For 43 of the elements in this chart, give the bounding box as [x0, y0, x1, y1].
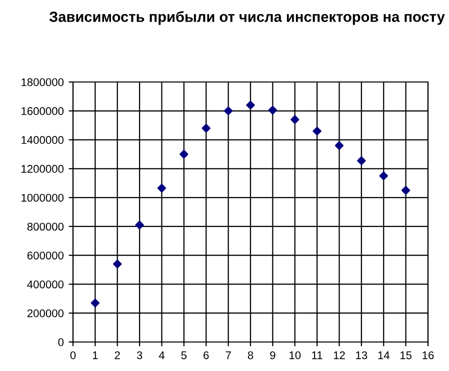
point: [113, 260, 122, 268]
point: [246, 100, 255, 110]
point: [290, 115, 300, 124]
point: [202, 124, 210, 133]
y-tick-label: 1000000: [22, 194, 64, 202]
point: [334, 141, 344, 150]
point: [90, 298, 100, 308]
x-tick-label: 7: [226, 351, 231, 360]
x-tick-label: 15: [400, 351, 412, 360]
x-tick-label: 9: [270, 351, 276, 360]
y-tick-label: 600000: [27, 252, 64, 260]
y-tick-label: 400000: [27, 280, 64, 288]
x-tick-label: 3: [136, 351, 142, 360]
x-tick-label: 2: [114, 351, 120, 360]
point: [268, 106, 278, 115]
x-tick-label: 14: [378, 351, 390, 360]
point: [401, 186, 410, 195]
y-tick-label: 1200000: [22, 164, 64, 173]
x-tick-label: 6: [204, 351, 209, 360]
x-tick-label: 12: [334, 351, 345, 360]
point: [180, 150, 188, 159]
point: [379, 172, 388, 180]
x-tick-label: 10: [290, 351, 301, 360]
y-tick-label: 1800000: [22, 78, 64, 86]
point: [224, 106, 233, 116]
y-tick-label: 1400000: [22, 136, 64, 144]
y-tick-label: 0: [58, 338, 64, 346]
point: [135, 220, 144, 230]
x-tick-label: 8: [248, 351, 254, 360]
x-tick-label: 5: [181, 351, 187, 360]
x-tick-label: 4: [158, 351, 165, 360]
x-tick-label: 13: [356, 351, 368, 360]
x-tick-label: 11: [312, 351, 322, 360]
point: [157, 184, 166, 193]
point: [312, 126, 322, 136]
x-tick-label: 1: [92, 351, 98, 360]
y-tick-label: 800000: [27, 222, 64, 231]
x-tick-label: 16: [422, 351, 434, 360]
x-tick-label: 0: [70, 351, 76, 360]
y-tick-label: 1600000: [22, 107, 64, 116]
point: [357, 156, 366, 166]
chart-title: Зависимость прибыли от числа инспекторов на посту: [49, 11, 445, 25]
y-tick-label: 200000: [27, 309, 64, 318]
